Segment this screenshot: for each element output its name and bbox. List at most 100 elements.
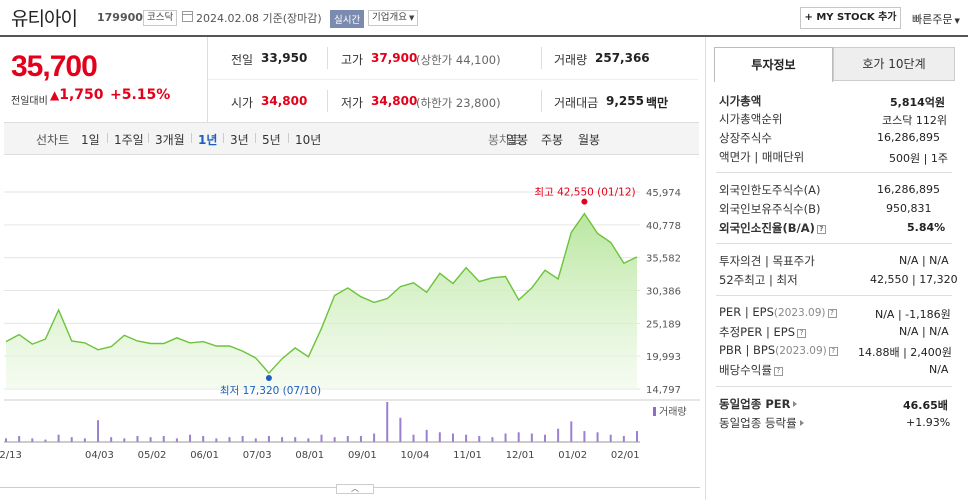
period-separator (191, 133, 192, 143)
volume-bar (18, 435, 21, 442)
high-annotation: 최고 42,550 (01/12) (534, 187, 635, 199)
div-label: 배당수익률 (719, 363, 772, 377)
volume-bar (31, 438, 34, 442)
panel-divider (716, 172, 952, 173)
price-divider (207, 37, 208, 122)
x-tick-label: 11/01 (453, 450, 482, 461)
volume-bar (57, 434, 60, 442)
summary-row-divider (208, 79, 698, 80)
volume-bar (583, 431, 586, 442)
x-tick-label: 10/04 (401, 450, 430, 461)
ind-rate-row[interactable]: 동일업종 등락률 (719, 415, 804, 431)
y-tick-label: 19,993 (646, 352, 681, 363)
candle-2[interactable]: 월봉 (578, 133, 601, 147)
period-bar (4, 122, 699, 155)
volume-label: 거래량 (554, 53, 588, 67)
period-4[interactable]: 3년 (230, 133, 249, 147)
period-6[interactable]: 10년 (295, 133, 322, 147)
summary-separator (327, 90, 328, 112)
x-tick-label: 12/01 (506, 450, 535, 461)
period-separator (288, 133, 289, 143)
div-value: N/A (929, 363, 949, 376)
volume-bar (44, 439, 47, 442)
market-tag: 코스닥 (143, 10, 178, 26)
help-icon[interactable]: ? (828, 347, 838, 356)
panel-divider (716, 295, 952, 296)
low-annotation: 최저 17,320 (07/10) (220, 385, 321, 397)
add-my-stock-button[interactable]: + MY STOCK 추가 (800, 7, 901, 29)
stock-code: 179900 (97, 11, 143, 24)
per-row: PER | EPS(2023.09)? (719, 305, 837, 319)
y-tick-label: 35,582 (646, 254, 681, 265)
compare-label: 전일대비 (11, 96, 48, 107)
amount-label: 거래대금 (554, 96, 599, 110)
chevron-up-icon: ︿ (351, 484, 359, 493)
volume-bar (478, 435, 481, 442)
current-price: 35,700 (11, 50, 98, 83)
corp-overview-dropdown[interactable]: 기업개요 ▼ (368, 10, 419, 26)
tab-invest-info[interactable]: 투자정보 (714, 47, 833, 82)
price-change-value: 1,750 (59, 87, 104, 103)
shares-label: 상장주식수 (719, 131, 772, 145)
period-5[interactable]: 5년 (262, 133, 281, 147)
period-separator (148, 133, 149, 143)
x-tick-label: 01/02 (558, 450, 587, 461)
per-label: PER | EPS (719, 305, 774, 319)
ind-per-row[interactable]: 동일업종 PER (719, 396, 798, 412)
volume-bar (320, 434, 323, 442)
candle-0[interactable]: 일봉 (506, 133, 529, 147)
amount-value: 9,255 (606, 94, 644, 108)
lower-limit: (하한가 23,800) (416, 96, 501, 110)
prev-close-value: 33,950 (261, 51, 308, 65)
y-tick-label: 25,189 (646, 319, 681, 330)
volume-bar (254, 438, 257, 442)
volume-bar (491, 437, 494, 442)
caret-right-icon (799, 420, 804, 426)
help-icon[interactable]: ? (816, 225, 826, 234)
volume-bar (609, 434, 612, 442)
volume-bar (162, 435, 165, 442)
price-chart[interactable]: 45,974 40,778 35,582 30,386 25,189 19,993 14,7… (0, 155, 700, 485)
shares-value: 16,286,895 (877, 131, 940, 144)
help-icon[interactable]: ? (827, 309, 837, 318)
open-label: 시가 (231, 96, 254, 110)
realtime-badge[interactable]: 실시간 (330, 10, 365, 28)
ind-per-label: 동일업종 PER (719, 397, 791, 411)
high-label: 고가 (341, 53, 364, 67)
x-tick-label: 02/13 (0, 450, 22, 461)
help-icon[interactable]: ? (797, 329, 807, 338)
y-tick-label: 30,386 (646, 287, 681, 298)
opinion-label: 투자의견 | 목표주가 (719, 254, 815, 268)
pbr-label: PBR | BPS (719, 343, 776, 357)
price-change: ▲1,750 (50, 87, 104, 103)
volume-bar (425, 429, 428, 442)
period-3[interactable]: 1년 (198, 133, 218, 147)
tab-order-book[interactable]: 호가 10단계 (833, 47, 955, 81)
volume-bar (412, 434, 415, 442)
period-2[interactable]: 3개월 (155, 133, 185, 147)
panel-divider (716, 243, 952, 244)
volume-bar (504, 433, 507, 442)
period-1[interactable]: 1주일 (114, 133, 144, 147)
help-icon[interactable]: ? (773, 367, 783, 376)
volume-bar (228, 437, 231, 442)
price-change-percent: +5.15% (110, 87, 171, 103)
open-value: 34,800 (261, 94, 308, 108)
volume-bar (636, 431, 638, 442)
quick-order-dropdown[interactable]: 빠른주문 ▼ (912, 11, 960, 27)
volume-bar (465, 434, 468, 442)
amount-unit: 백만 (646, 96, 669, 110)
volume-bar (333, 437, 336, 442)
foreign-limit-label: 외국인한도주식수(A) (719, 183, 821, 197)
volume-bar (373, 433, 376, 442)
volume-bar (543, 434, 546, 442)
corp-overview-label: 기업개요 (372, 12, 407, 23)
volume-label: 거래량 (659, 406, 687, 418)
period-0[interactable]: 1일 (81, 133, 100, 147)
candle-1[interactable]: 주봉 (541, 133, 564, 147)
collapse-handle[interactable]: ︿ (336, 484, 374, 494)
volume-bar (202, 435, 205, 442)
x-tick-label: 05/02 (138, 450, 167, 461)
invest-panel (705, 37, 968, 500)
volume-bar (241, 435, 244, 442)
